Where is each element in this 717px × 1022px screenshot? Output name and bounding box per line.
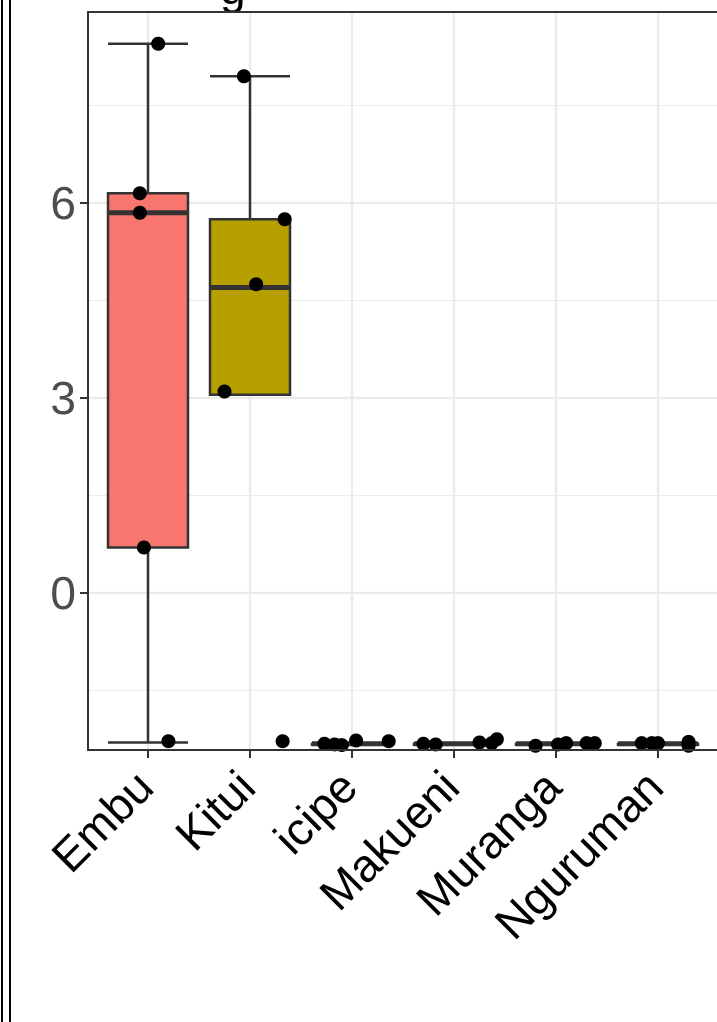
data-point — [132, 205, 147, 220]
data-point — [381, 734, 396, 749]
data-point — [416, 736, 431, 751]
box-iqr — [106, 192, 190, 549]
data-point — [136, 540, 151, 555]
data-point — [161, 734, 176, 749]
data-point — [236, 69, 251, 84]
data-point — [151, 36, 166, 51]
data-point — [634, 736, 649, 751]
data-point — [559, 736, 574, 751]
data-point — [132, 186, 147, 201]
data-point — [217, 384, 232, 399]
plot-border — [87, 11, 717, 751]
data-point — [651, 736, 665, 751]
data-point — [249, 277, 264, 292]
data-point — [349, 733, 364, 748]
chart-title-fragment: g — [220, 0, 246, 14]
x-category-label: Embu — [41, 760, 163, 882]
data-point — [489, 732, 504, 747]
y-tick-label: 6 — [50, 177, 76, 229]
plot-panel — [88, 12, 717, 750]
data-point — [472, 735, 487, 750]
data-point — [428, 737, 443, 752]
y-tick-label: 0 — [50, 567, 76, 619]
y-tick-label: 3 — [50, 372, 76, 424]
data-point — [334, 738, 349, 753]
data-point — [587, 736, 602, 751]
box-iqr — [208, 218, 292, 396]
data-point — [317, 736, 332, 751]
x-category-label: Kitui — [165, 760, 265, 860]
box-embu — [106, 42, 190, 744]
data-point — [277, 212, 292, 227]
data-point — [275, 734, 290, 749]
data-points — [132, 36, 696, 753]
